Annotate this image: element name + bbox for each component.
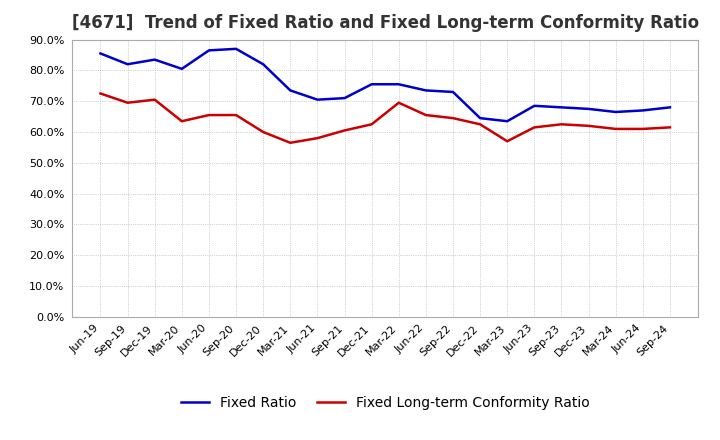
Fixed Long-term Conformity Ratio <box>639 126 647 132</box>
Fixed Ratio <box>232 46 240 51</box>
Fixed Ratio <box>421 88 430 93</box>
Fixed Long-term Conformity Ratio <box>123 100 132 105</box>
Fixed Ratio <box>530 103 539 108</box>
Fixed Ratio <box>341 95 349 101</box>
Fixed Long-term Conformity Ratio <box>395 100 403 105</box>
Fixed Ratio <box>665 105 674 110</box>
Fixed Long-term Conformity Ratio <box>665 125 674 130</box>
Fixed Ratio <box>178 66 186 71</box>
Fixed Long-term Conformity Ratio <box>367 121 376 127</box>
Fixed Ratio <box>449 89 457 95</box>
Fixed Ratio <box>150 57 159 62</box>
Fixed Ratio <box>259 62 268 67</box>
Fixed Ratio <box>611 109 620 114</box>
Fixed Long-term Conformity Ratio <box>530 125 539 130</box>
Fixed Ratio <box>367 81 376 87</box>
Fixed Long-term Conformity Ratio <box>611 126 620 132</box>
Title: [4671]  Trend of Fixed Ratio and Fixed Long-term Conformity Ratio: [4671] Trend of Fixed Ratio and Fixed Lo… <box>71 15 699 33</box>
Legend: Fixed Ratio, Fixed Long-term Conformity Ratio: Fixed Ratio, Fixed Long-term Conformity … <box>175 390 595 415</box>
Fixed Long-term Conformity Ratio <box>204 112 213 117</box>
Fixed Long-term Conformity Ratio <box>449 115 457 121</box>
Fixed Ratio <box>286 88 294 93</box>
Fixed Ratio <box>584 106 593 111</box>
Line: Fixed Long-term Conformity Ratio: Fixed Long-term Conformity Ratio <box>101 93 670 143</box>
Fixed Long-term Conformity Ratio <box>476 121 485 127</box>
Fixed Ratio <box>395 81 403 87</box>
Fixed Ratio <box>96 51 105 56</box>
Fixed Long-term Conformity Ratio <box>232 112 240 117</box>
Fixed Ratio <box>313 97 322 102</box>
Fixed Ratio <box>476 115 485 121</box>
Fixed Ratio <box>204 48 213 53</box>
Fixed Long-term Conformity Ratio <box>286 140 294 145</box>
Fixed Ratio <box>557 105 566 110</box>
Fixed Long-term Conformity Ratio <box>584 123 593 128</box>
Fixed Long-term Conformity Ratio <box>150 97 159 102</box>
Fixed Long-term Conformity Ratio <box>421 112 430 117</box>
Fixed Long-term Conformity Ratio <box>178 118 186 124</box>
Fixed Long-term Conformity Ratio <box>557 121 566 127</box>
Fixed Ratio <box>639 108 647 113</box>
Fixed Long-term Conformity Ratio <box>259 129 268 135</box>
Fixed Long-term Conformity Ratio <box>313 136 322 141</box>
Fixed Ratio <box>123 62 132 67</box>
Line: Fixed Ratio: Fixed Ratio <box>101 49 670 121</box>
Fixed Long-term Conformity Ratio <box>341 128 349 133</box>
Fixed Ratio <box>503 118 511 124</box>
Fixed Long-term Conformity Ratio <box>96 91 105 96</box>
Fixed Long-term Conformity Ratio <box>503 139 511 144</box>
